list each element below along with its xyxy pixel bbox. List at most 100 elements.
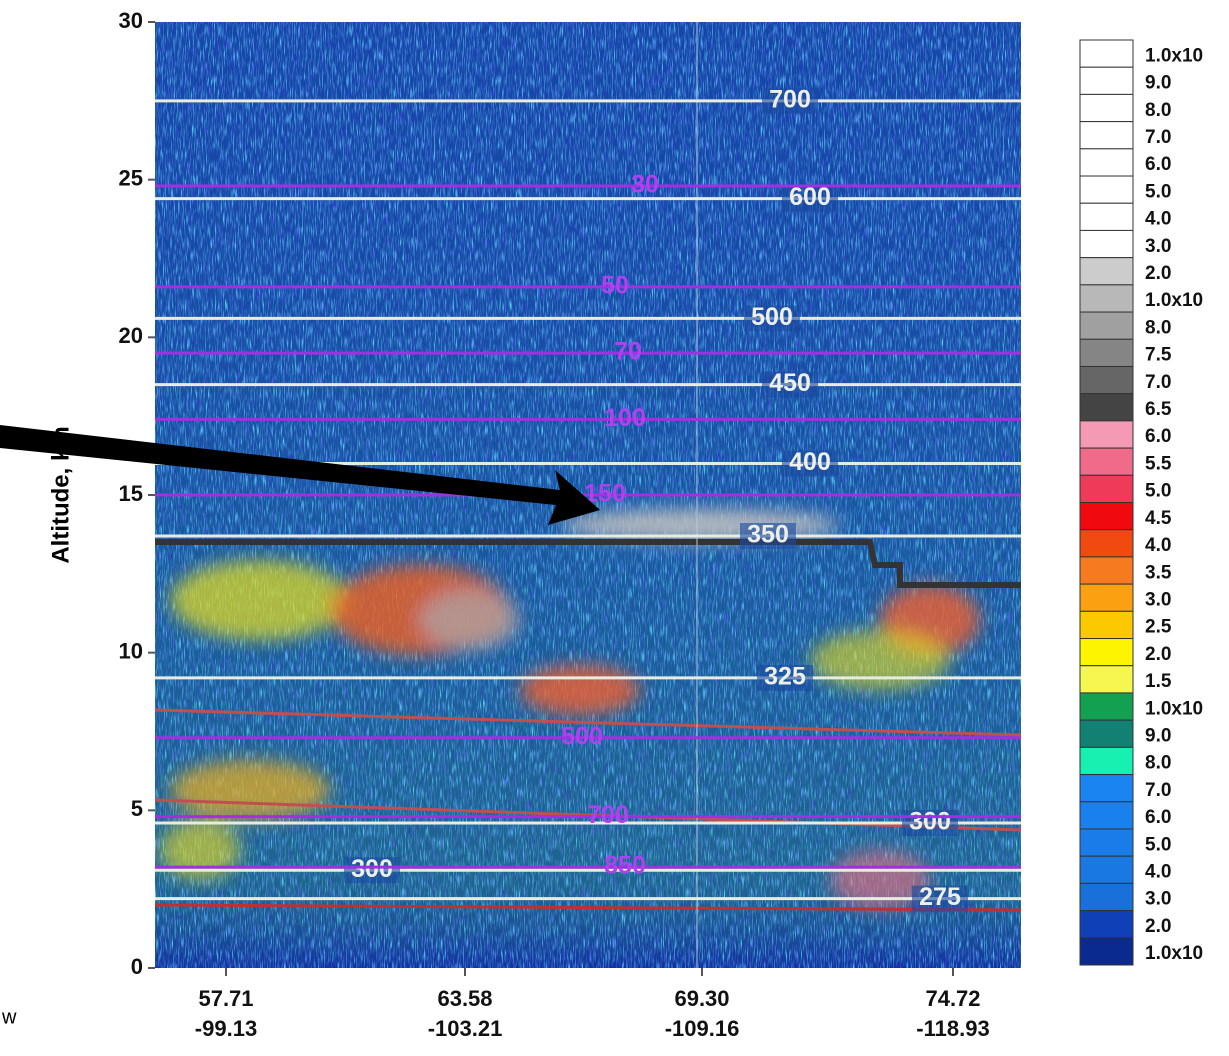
- pressure-label: 100: [604, 404, 646, 432]
- colorbar-box: [1079, 801, 1134, 830]
- label-bg: [740, 522, 796, 549]
- colorbar-label: 2.0: [1145, 916, 1171, 937]
- y-tick-label: 25: [119, 165, 143, 190]
- colorbar-label: 9.0: [1145, 73, 1171, 94]
- y-axis-label: Altitude, km: [47, 426, 74, 563]
- colorbar-label: 4.0: [1145, 535, 1171, 556]
- colorbar-box: [1079, 638, 1134, 667]
- red-contour: [155, 903, 1021, 912]
- colorbar-label: 4.0: [1145, 862, 1171, 883]
- colorbar-box: [1079, 665, 1134, 694]
- colorbar-box: [1079, 148, 1134, 177]
- label-bg: [757, 664, 813, 691]
- colorbar-box: [1079, 774, 1134, 803]
- colorbar-label: 6.0: [1145, 154, 1171, 175]
- x-tick-label: -99.13: [195, 1016, 257, 1041]
- colorbar-box: [1079, 229, 1134, 259]
- colorbar-box: [1079, 66, 1134, 95]
- colorbar-box: [1079, 556, 1134, 585]
- theta-label: 350: [747, 521, 789, 549]
- theta-label: 300: [351, 855, 393, 883]
- pressure-label: 50: [601, 271, 629, 299]
- colorbar-label: 2.0: [1145, 644, 1171, 665]
- corner-text: w: [1, 1006, 17, 1028]
- arrow: [0, 425, 600, 525]
- colorbar-box: [1079, 93, 1134, 123]
- colorbar-box: [1079, 882, 1134, 912]
- colorbar-box: [1079, 719, 1134, 748]
- y-tick-label: 20: [119, 323, 143, 348]
- colorbar-box: [1079, 257, 1134, 286]
- colorbar-box: [1079, 121, 1134, 150]
- y-tick-label: 0: [131, 954, 143, 979]
- colorbar-label: 9.0: [1145, 725, 1171, 746]
- red-contour: [155, 708, 1021, 737]
- colorbar-label: 5.0: [1145, 481, 1171, 502]
- colorbar-label: 8.0: [1145, 100, 1171, 121]
- colorbar-label: 3.0: [1145, 589, 1171, 610]
- theta-label: 275: [919, 883, 961, 911]
- colorbar-box: [1079, 420, 1134, 449]
- theta-label: 325: [764, 663, 806, 691]
- pressure-label: 850: [604, 852, 646, 880]
- theta-label: 700: [769, 85, 811, 113]
- colorbar-label: 1.0x10: [1145, 45, 1203, 66]
- colorbar-label: 1.5: [1145, 671, 1172, 692]
- theta-label: 450: [769, 369, 811, 397]
- red-contour: [155, 798, 1021, 832]
- theta-label: 600: [789, 183, 831, 211]
- colorbar-box: [1079, 202, 1134, 231]
- label-bg: [762, 87, 818, 114]
- colorbar-box: [1079, 583, 1134, 612]
- x-tick-label: -109.16: [665, 1016, 740, 1041]
- colorbar-box: [1079, 393, 1134, 422]
- colorbar-label: 5.0: [1145, 834, 1171, 855]
- pressure-label: 700: [587, 801, 629, 829]
- contours: 7006005004504003503253003002753050701001…: [155, 85, 1021, 912]
- theta-label: 300: [909, 808, 951, 836]
- colorbar-label: 1.0x10: [1145, 290, 1203, 311]
- label-bg: [782, 185, 838, 212]
- theta-label: 500: [751, 303, 793, 331]
- colorbar-box: [1079, 910, 1134, 939]
- colorbar-box: [1079, 855, 1134, 884]
- colorbar-label: 7.0: [1145, 780, 1171, 801]
- colorbar-label: 4.0: [1145, 209, 1171, 230]
- colorbar-box: [1079, 746, 1134, 776]
- colorbar-label: 3.0: [1145, 889, 1171, 910]
- colorbar-box: [1079, 828, 1134, 857]
- label-bg: [744, 305, 800, 332]
- pressure-label: 500: [561, 722, 603, 750]
- label-bg: [762, 371, 818, 398]
- colorbar-label: 2.5: [1145, 617, 1172, 638]
- colorbar-label: 3.5: [1145, 562, 1172, 583]
- colorbar-label: 2.0: [1145, 263, 1171, 284]
- cloud-features: [160, 509, 980, 910]
- colorbar-box: [1079, 284, 1134, 313]
- colorbar-label: 8.0: [1145, 317, 1171, 338]
- axes: 0 5 10 15 20 25 30 57.71 -99.13 63.58 -103.21 69.30…: [119, 8, 990, 1041]
- colorbar-box: [1079, 175, 1134, 204]
- colorbar-label: 7.0: [1145, 127, 1171, 148]
- colorbar-box: [1079, 365, 1134, 395]
- label-bg: [902, 809, 958, 836]
- colorbar-label: 6.0: [1145, 807, 1171, 828]
- colorbar-box: [1079, 39, 1134, 68]
- theta-label: 400: [789, 448, 831, 476]
- curtain-image: 7006005004504003503253003002753050701001…: [155, 22, 1021, 968]
- x-tick-label: 69.30: [674, 986, 729, 1011]
- y-tick-label: 5: [131, 796, 143, 821]
- y-tick-label: 15: [119, 481, 143, 506]
- y-tick-label: 30: [119, 8, 143, 33]
- colorbar-label: 5.0: [1145, 181, 1171, 202]
- label-bg: [782, 450, 838, 477]
- colorbar-box: [1079, 692, 1134, 721]
- x-tick-label: 74.72: [925, 986, 980, 1011]
- colorbar-box: [1079, 311, 1134, 340]
- colorbar-label: 7.0: [1145, 372, 1171, 393]
- colorbar-label: 8.0: [1145, 753, 1171, 774]
- x-tick-label: -103.21: [428, 1016, 503, 1041]
- label-bg: [912, 885, 968, 912]
- colorbar-label: 4.5: [1145, 508, 1172, 529]
